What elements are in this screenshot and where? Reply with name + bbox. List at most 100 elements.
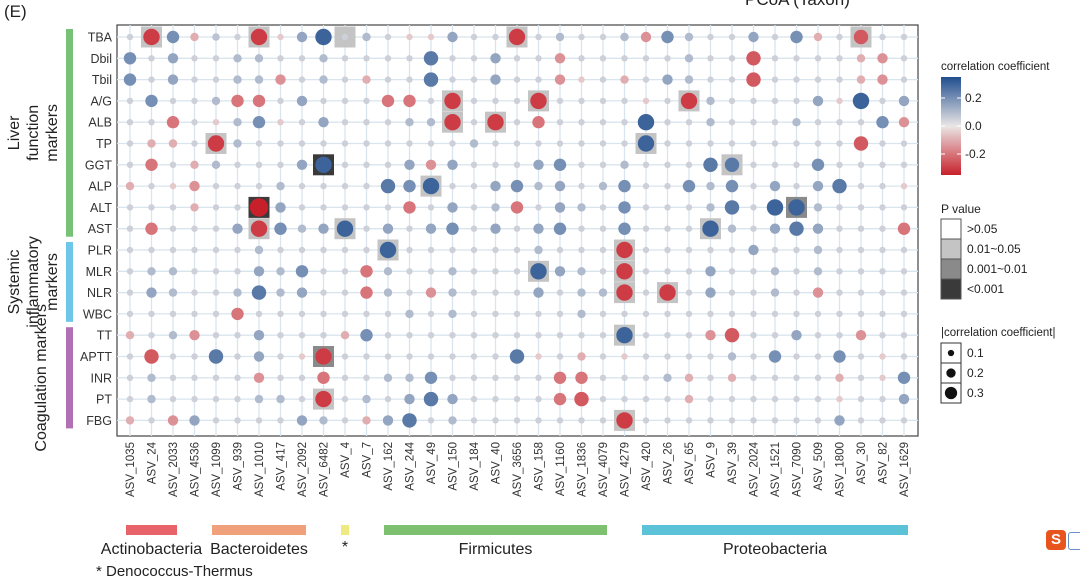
correlation-dot (125, 331, 135, 340)
correlation-dot (470, 417, 478, 424)
correlation-dot (191, 246, 198, 254)
column-label: ASV_1629 (899, 442, 911, 497)
correlation-dot (790, 30, 803, 44)
correlation-dot (298, 374, 306, 381)
correlation-dot (725, 179, 739, 193)
correlation-dot (621, 395, 628, 403)
correlation-dot (298, 353, 306, 360)
correlation-dot (707, 395, 714, 403)
column-label: ASV_82 (878, 442, 890, 484)
correlation-dot (341, 76, 349, 83)
correlation-dot (447, 202, 458, 213)
correlation-dot (879, 161, 886, 168)
correlation-dot (879, 268, 886, 275)
correlation-dot (664, 182, 671, 190)
correlation-dot (234, 268, 241, 275)
correlation-dot (169, 161, 177, 168)
correlation-dot (298, 246, 306, 254)
correlation-dot (599, 332, 607, 339)
correlation-dot (212, 76, 220, 83)
correlation-dot (277, 353, 284, 360)
correlation-dot (449, 140, 456, 147)
correlation-dot (320, 97, 327, 105)
correlation-dot (814, 417, 822, 424)
row-label: ALP (88, 180, 112, 194)
correlation-dot (728, 310, 736, 318)
correlation-dot (233, 118, 242, 127)
correlation-dot (212, 417, 220, 424)
correlation-dot (448, 416, 457, 425)
correlation-dot (836, 140, 843, 147)
correlation-dot (168, 267, 178, 276)
correlation-dot (470, 33, 478, 41)
correlation-dot (234, 204, 241, 211)
correlation-dot (857, 417, 865, 424)
correlation-dot (836, 310, 843, 318)
correlation-dot (642, 225, 650, 232)
row-label: WBC (83, 307, 112, 321)
correlation-dot (599, 140, 607, 147)
p-legend-swatch (940, 218, 962, 240)
correlation-dot (637, 135, 655, 152)
p-legend-label: <0.001 (967, 282, 1004, 296)
correlation-dot (231, 94, 244, 108)
correlation-dot (148, 310, 155, 318)
correlation-dot (771, 97, 779, 105)
p-legend-swatch (940, 278, 962, 300)
row-label: TT (97, 329, 113, 343)
correlation-dot (146, 287, 157, 298)
correlation-dot (685, 289, 693, 296)
correlation-dot (341, 353, 349, 360)
correlation-dot (212, 119, 220, 126)
correlation-dot (857, 182, 865, 190)
correlation-dot (728, 119, 736, 126)
correlation-dot (447, 159, 458, 170)
correlation-dot (250, 28, 268, 46)
correlation-dot (728, 246, 736, 254)
correlation-dot (877, 74, 888, 85)
correlation-dot (249, 198, 269, 217)
correlation-dot (234, 182, 241, 190)
correlation-dot (642, 246, 650, 254)
correlation-dot (276, 181, 285, 191)
column-label: ASV_162 (383, 442, 395, 491)
column-label: ASV_1099 (211, 442, 223, 497)
correlation-dot (147, 394, 156, 404)
correlation-dot (169, 310, 177, 318)
correlation-dot (379, 241, 397, 259)
correlation-dot (553, 158, 567, 171)
correlation-dot (900, 76, 908, 83)
correlation-dot (363, 225, 370, 232)
correlation-dot (384, 204, 392, 211)
correlation-dot (599, 268, 607, 275)
correlation-dot (811, 158, 825, 171)
correlation-dot (879, 204, 886, 211)
correlation-dot (298, 182, 306, 190)
correlation-dot (341, 55, 349, 62)
correlation-dot (857, 225, 865, 232)
correlation-dot (168, 331, 178, 340)
column-group-bar (384, 525, 607, 535)
correlation-dot (315, 28, 332, 46)
correlation-dot (469, 139, 479, 148)
correlation-dot (554, 266, 566, 277)
correlation-dot (444, 114, 461, 131)
correlation-dot (577, 203, 586, 212)
correlation-dot (724, 200, 740, 215)
correlation-dot (599, 310, 607, 318)
correlation-dot (599, 374, 607, 381)
correlation-dot (513, 140, 521, 147)
correlation-dot (664, 225, 671, 232)
correlation-dot (664, 204, 671, 211)
correlation-dot (254, 394, 264, 404)
correlation-dot (148, 119, 155, 126)
correlation-dot (406, 353, 413, 360)
correlation-dot (189, 330, 200, 341)
correlation-dot (384, 33, 392, 41)
size-legend-label: 0.3 (967, 386, 984, 400)
correlation-dot (857, 353, 865, 360)
correlation-dot (577, 352, 586, 361)
correlation-dot (427, 332, 435, 339)
correlation-dot (535, 140, 542, 147)
correlation-dot (148, 182, 155, 190)
